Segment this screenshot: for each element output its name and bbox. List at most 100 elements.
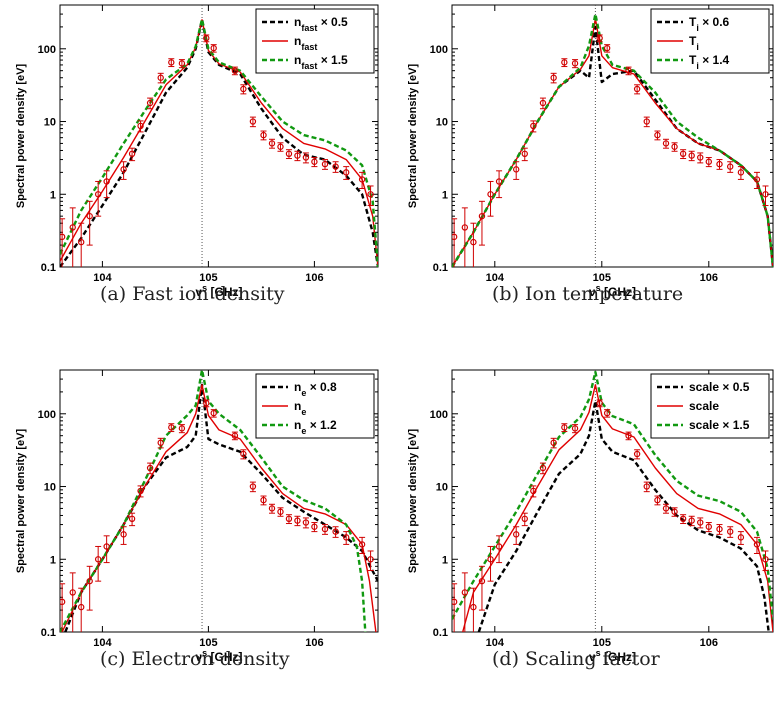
measurement-point (294, 515, 301, 527)
measurement-point (716, 524, 723, 535)
measurement-point (332, 526, 339, 538)
measurement-point (358, 536, 366, 555)
legend-entry: Ti × 1.4 (657, 53, 730, 71)
measurement-point (716, 159, 723, 170)
measurement-point (671, 507, 678, 517)
legend-entry: Ti (657, 34, 699, 52)
measurement-point (762, 550, 769, 572)
measurement-point (203, 34, 210, 43)
measurement-point (120, 526, 127, 545)
measurement-point (277, 142, 284, 152)
measurement-point (596, 34, 603, 43)
measurement-point (727, 526, 734, 538)
measurement-point (137, 485, 144, 498)
x-tick-label: 105 (593, 272, 611, 284)
series-line-2 (60, 370, 367, 632)
measurement-point (521, 147, 528, 162)
legend-entry: scale (657, 399, 719, 413)
measurement-point (86, 200, 93, 246)
y-tick-label: 10 (436, 117, 448, 129)
measurement-point (753, 536, 761, 555)
legend-entry: nfast × 1.5 (262, 53, 348, 71)
measurement-point (285, 149, 293, 160)
measurement-point (705, 157, 713, 168)
series-line-2 (60, 18, 378, 267)
measurement-point (168, 423, 175, 433)
legend-label: nfast × 1.5 (294, 53, 348, 71)
measurement-point (210, 409, 217, 418)
measurement-point (332, 161, 339, 173)
measurement-point (487, 545, 494, 582)
measurement-point (452, 583, 458, 632)
legend-label: scale × 0.5 (689, 380, 750, 394)
legend-label: nfast (294, 34, 317, 52)
measurement-point (539, 97, 547, 110)
x-tick-label: 106 (700, 272, 718, 284)
measurement-point (727, 161, 734, 173)
measurement-point (120, 161, 127, 180)
measurement-point (94, 180, 102, 217)
measurement-point (495, 535, 503, 564)
measurement-point (705, 522, 713, 533)
measurement-point (633, 84, 641, 95)
legend-label: ne (294, 399, 306, 417)
measurement-point (643, 481, 650, 493)
measurement-point (654, 130, 661, 141)
measurement-point (103, 535, 110, 564)
legend-label: ne × 1.2 (294, 418, 337, 436)
x-axis-label: νs [GHz] (589, 283, 636, 299)
series-line-1 (462, 384, 773, 632)
measurement-point (294, 150, 301, 162)
legend-entry: nfast (262, 34, 317, 52)
measurement-point (302, 152, 310, 164)
measurement-point (513, 161, 520, 180)
x-tick-label: 104 (486, 637, 505, 649)
x-axis-label: νs [GHz] (589, 648, 636, 664)
measurement-point (753, 171, 761, 190)
legend-entry: scale × 1.5 (657, 418, 750, 432)
measurement-point (203, 399, 210, 408)
measurement-point (513, 526, 520, 545)
panel-caption-c: (c) Electron density (100, 648, 290, 670)
legend-entry: Ti × 0.6 (657, 15, 730, 33)
measurement-point (688, 515, 695, 527)
measurement-point (737, 166, 745, 180)
measurement-point (249, 116, 257, 128)
panel-b: 0.1 1 10 100 104 105 106 νs [GHz] Spectral power… (407, 4, 774, 299)
legend-entry: scale × 0.5 (657, 380, 750, 394)
measurement-point (539, 462, 547, 475)
measurement-point (210, 44, 217, 53)
measurement-point (679, 149, 687, 160)
measurement-point (268, 503, 276, 514)
legend-label: nfast × 0.5 (294, 15, 348, 33)
measurement-point (60, 583, 66, 632)
measurement-point (128, 512, 136, 527)
measurement-point (69, 572, 76, 632)
measurement-point (343, 166, 350, 180)
y-tick-label: 1 (442, 189, 448, 201)
measurement-point (367, 185, 374, 207)
measurement-point (146, 462, 154, 475)
measurement-point (240, 84, 247, 95)
y-tick-label: 100 (430, 44, 448, 56)
legend-label: Ti × 0.6 (689, 15, 730, 33)
x-tick-label: 105 (199, 272, 217, 284)
measurement-point (561, 58, 568, 68)
x-tick-label: 105 (593, 637, 611, 649)
measurement-point (277, 507, 284, 517)
measurement-point (596, 399, 603, 408)
measurement-point (311, 522, 318, 533)
series-line-2 (452, 12, 773, 267)
measurement-point (268, 138, 276, 149)
measurement-point (157, 437, 164, 449)
measurement-point (358, 171, 366, 190)
measurement-point (178, 424, 186, 434)
measurement-point (697, 152, 704, 164)
measurement-point (478, 565, 486, 611)
measurement-point (530, 120, 537, 133)
measurement-point (478, 200, 486, 246)
measurement-point (521, 512, 528, 527)
measurement-point (231, 431, 239, 441)
legend-entry: ne × 1.2 (262, 418, 337, 436)
